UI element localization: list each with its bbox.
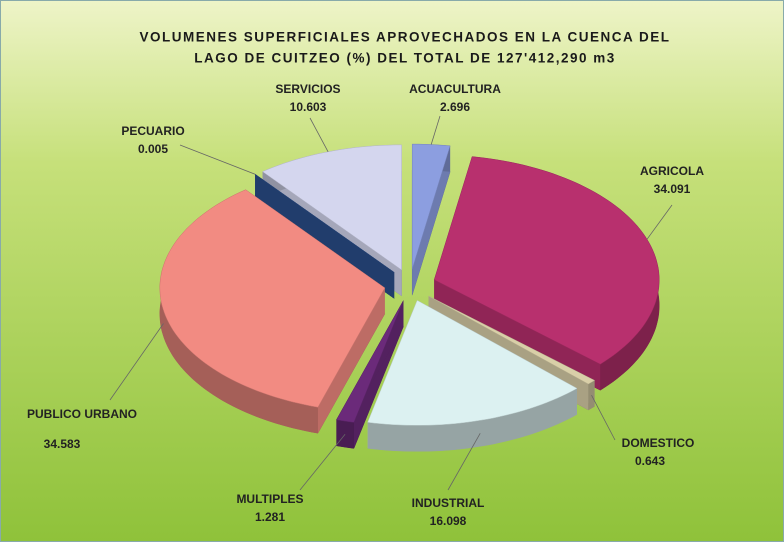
- slice-label: INDUSTRIAL: [412, 496, 485, 510]
- value-label: 34.583: [44, 437, 81, 451]
- leader-line: [447, 433, 481, 491]
- slice: [367, 300, 578, 426]
- value-label: 10.603: [290, 100, 327, 114]
- leader-line: [430, 115, 441, 145]
- slice-side: [317, 287, 385, 434]
- slice-side: [412, 145, 451, 296]
- value-label: 16.098: [430, 514, 467, 528]
- value-label: 34.091: [654, 182, 691, 196]
- slice-label: MULTIPLES: [236, 492, 303, 506]
- leader-line: [646, 204, 673, 240]
- slice-side: [336, 419, 354, 449]
- leader-line: [299, 433, 346, 491]
- leader-line: [179, 144, 256, 175]
- slice-side: [588, 380, 595, 410]
- value-label: 0.643: [635, 454, 665, 468]
- slice-label: DOMESTICO: [622, 436, 695, 450]
- value-label: 0.005: [138, 142, 168, 156]
- value-label: 2.696: [440, 100, 470, 114]
- chart-title: LAGO DE CUITZEO (%) DEL TOTAL DE 127'412…: [194, 51, 616, 66]
- slice-side: [367, 388, 577, 452]
- leader-line: [591, 395, 616, 441]
- slice-label: AGRICOLA: [640, 164, 704, 178]
- slice: [428, 295, 596, 385]
- slice-label: PECUARIO: [121, 124, 184, 138]
- slice-label: SERVICIOS: [275, 82, 340, 96]
- leader-line: [309, 117, 329, 152]
- slice-label: PUBLICO URBANO: [27, 407, 137, 421]
- slice-label: ACUACULTURA: [409, 82, 501, 96]
- value-label: 1.281: [255, 510, 285, 524]
- slice-side: [255, 174, 395, 299]
- slice: [159, 189, 386, 408]
- slice-side: [159, 189, 318, 434]
- chart-title: VOLUMENES SUPERFICIALES APROVECHADOS EN …: [139, 30, 670, 45]
- leader-line: [109, 323, 164, 401]
- slice: [336, 300, 404, 423]
